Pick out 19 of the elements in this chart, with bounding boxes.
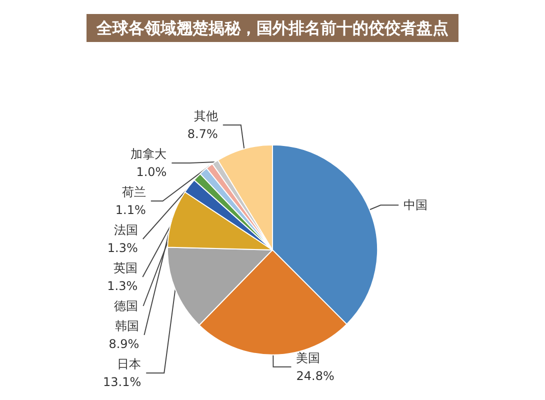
data-label: 13.1% [103, 375, 142, 389]
data-label: 8.9% [108, 337, 140, 351]
slice-label: 其他 [194, 109, 218, 123]
slice-label: 英国 [114, 261, 138, 275]
slice-label: 荷兰 [122, 185, 146, 199]
chart-title: 全球各领域翘楚揭秘，国外排名前十的佼佼者盘点 [96, 18, 448, 38]
slice-label: 中国 [404, 198, 428, 212]
slice-label: 加拿大 [130, 147, 167, 161]
data-label: 24.8% [296, 368, 334, 383]
data-label: 1.0% [136, 165, 167, 179]
slice-label: 美国 [296, 350, 320, 365]
data-label: 1.3% [107, 241, 138, 255]
slice-label: 德国 [114, 299, 138, 313]
slice-label: 韩国 [115, 319, 140, 333]
slice-label: 日本 [117, 357, 142, 371]
slice-label: 法国 [114, 223, 138, 237]
data-label: 8.7% [187, 127, 218, 141]
data-label: 1.3% [107, 279, 138, 293]
data-label: 1.1% [115, 203, 146, 217]
